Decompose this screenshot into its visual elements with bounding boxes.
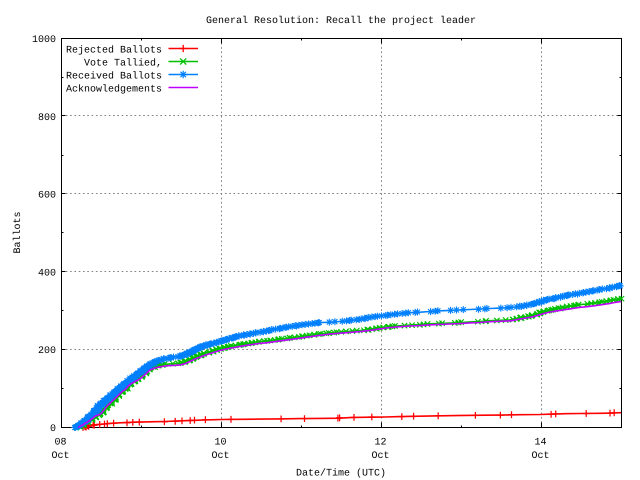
svg-text:Vote Tallied,: Vote Tallied, [84,58,162,70]
svg-text:General Resolution: Recall the: General Resolution: Recall the project l… [206,15,476,27]
svg-text:1000: 1000 [32,35,56,46]
svg-text:200: 200 [38,346,56,357]
svg-text:Date/Time (UTC): Date/Time (UTC) [296,468,386,480]
svg-text:0: 0 [50,424,56,435]
svg-text:600: 600 [38,191,56,202]
svg-text:08: 08 [54,438,66,449]
svg-text:10: 10 [214,438,226,449]
svg-text:Oct: Oct [371,451,389,462]
svg-text:Acknowledgements: Acknowledgements [66,84,162,96]
svg-text:12: 12 [374,438,386,449]
svg-text:Ballots: Ballots [12,211,24,253]
svg-text:Oct: Oct [531,451,549,462]
svg-text:14: 14 [534,438,546,449]
svg-text:Oct: Oct [51,451,69,462]
svg-text:400: 400 [38,268,56,279]
svg-text:800: 800 [38,113,56,124]
svg-text:Oct: Oct [211,451,229,462]
svg-text:Received Ballots: Received Ballots [66,71,162,83]
svg-text:Rejected Ballots: Rejected Ballots [66,45,162,57]
